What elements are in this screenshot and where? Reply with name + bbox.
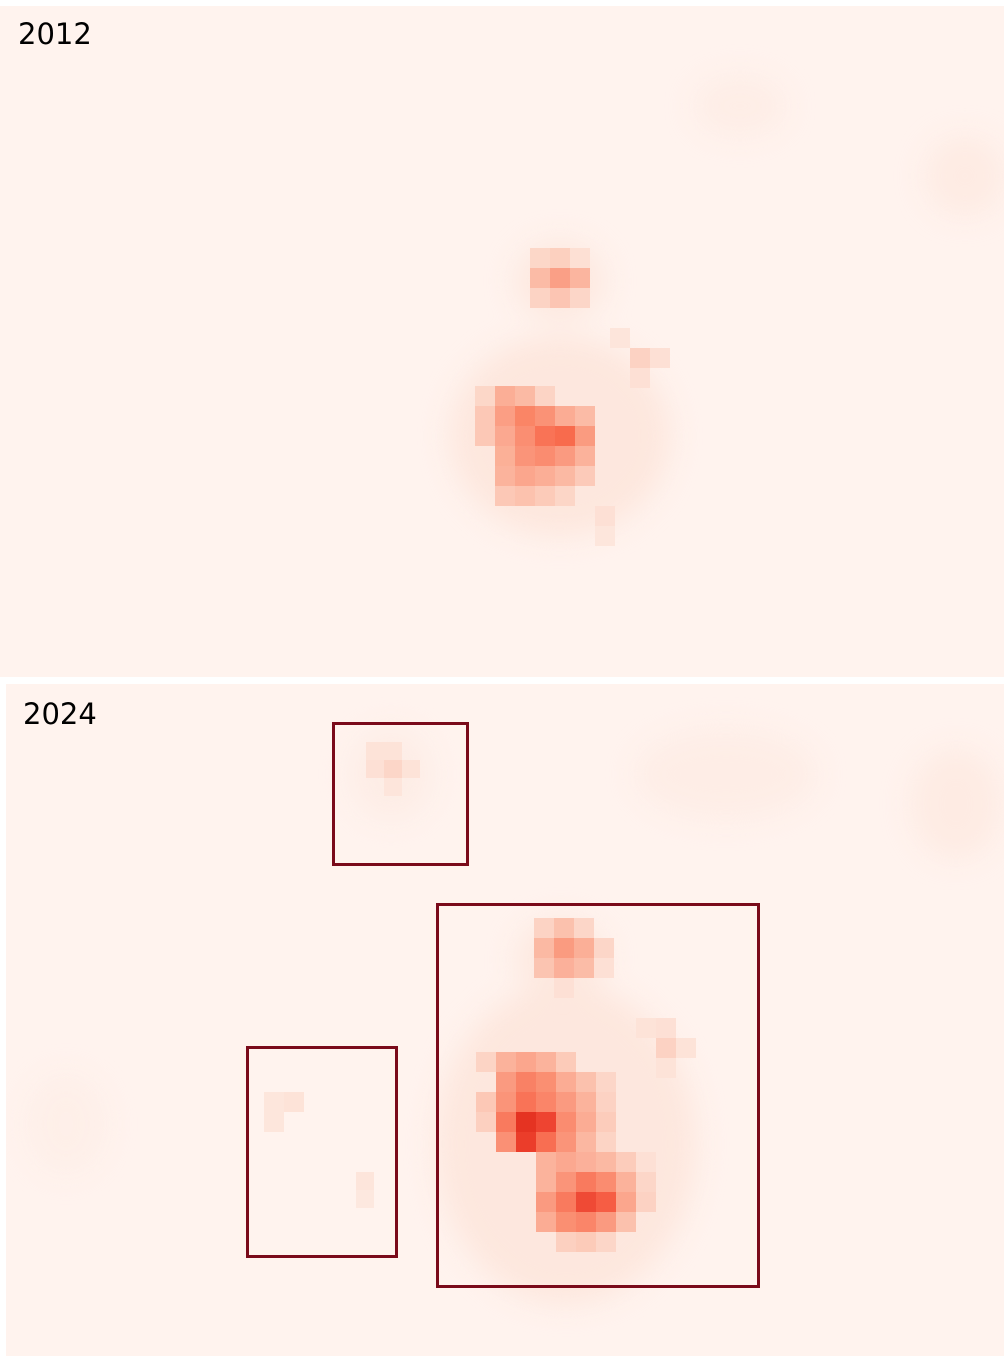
year-label-2024: 2024 bbox=[23, 697, 97, 731]
highlight-box-northwest bbox=[332, 722, 469, 866]
highlight-box-central bbox=[436, 903, 760, 1288]
cells-layer bbox=[264, 742, 696, 1252]
highlight-box-west bbox=[246, 1046, 398, 1258]
heatmap-panel-2012: 2012 bbox=[0, 6, 1004, 677]
year-label-2012: 2012 bbox=[18, 17, 92, 51]
cells-layer bbox=[475, 248, 670, 546]
heatmap-2024 bbox=[26, 729, 1001, 1304]
heatmap-2012 bbox=[450, 76, 1004, 546]
heatmap-panel-2024: 2024 bbox=[6, 684, 1004, 1356]
